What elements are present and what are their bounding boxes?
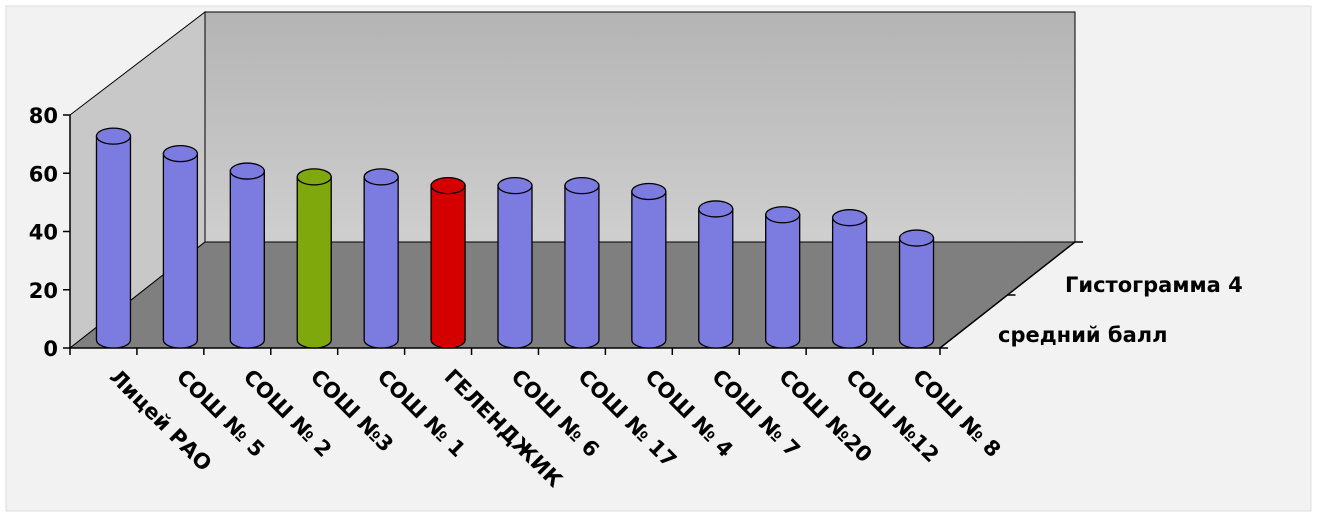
y-tick-label: 80 [29,104,58,128]
bar [95,127,132,349]
depth-label: средний балл [998,323,1168,347]
y-tick-label: 0 [43,337,58,361]
bar [698,200,734,349]
bar [363,168,399,349]
bar [631,182,667,349]
bar [765,206,801,349]
y-tick-label: 40 [29,221,58,245]
bar [229,162,265,349]
bar [296,168,332,349]
y-tick-label: 60 [29,162,58,186]
bar [898,229,935,349]
bar [162,144,199,349]
bar [564,176,600,349]
bar [497,176,533,349]
y-tick-label: 20 [29,279,58,303]
depth-label: Гистограмма 4 [1065,273,1243,297]
bar [430,176,466,349]
bar [831,209,868,349]
